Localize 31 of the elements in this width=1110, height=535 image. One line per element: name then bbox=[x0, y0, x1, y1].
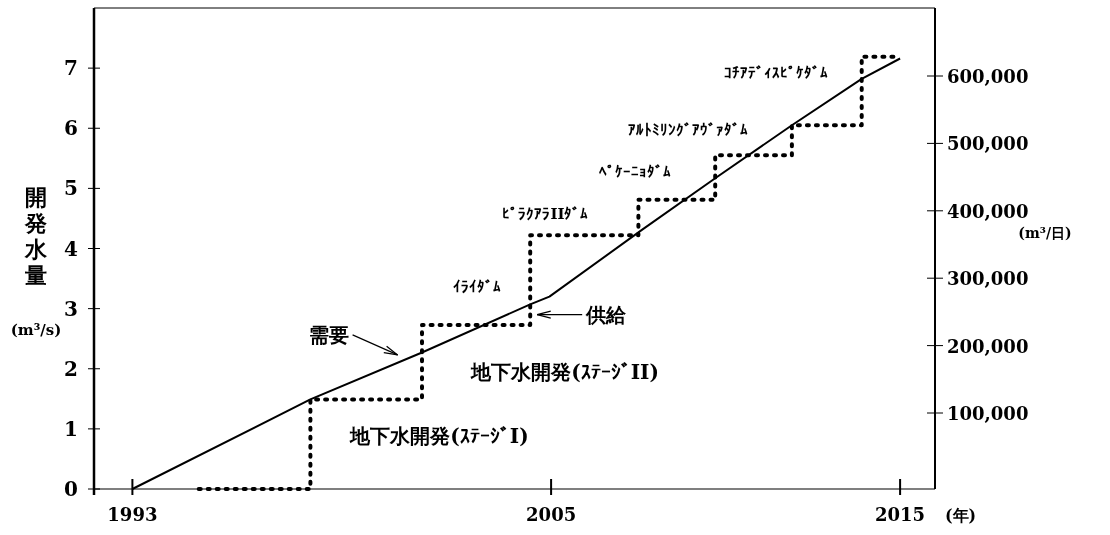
annotation: ﾍﾟｹｰﾆｮﾀﾞﾑ bbox=[599, 163, 672, 182]
y-tick-label: 6 bbox=[64, 116, 78, 141]
x-axis-title: (年) bbox=[945, 506, 977, 525]
annotation: 供給 bbox=[585, 302, 628, 327]
y2-tick-label: 500,000 bbox=[947, 133, 1029, 155]
y2-tick-label: 600,000 bbox=[947, 66, 1029, 87]
y2-tick-label: 100,000 bbox=[947, 402, 1029, 424]
annotation: 供給 bbox=[536, 302, 627, 327]
y-tick-label: 2 bbox=[64, 356, 78, 381]
y-tick-label: 1 bbox=[64, 416, 78, 441]
annotation: 地下水開発(ｽﾃｰｼﾞII) bbox=[471, 359, 659, 384]
y-tick-label: 4 bbox=[64, 236, 79, 261]
y-tick-label: 7 bbox=[64, 56, 78, 81]
x-tick-label: 1993 bbox=[107, 504, 158, 525]
x-tick-label: 2005 bbox=[526, 504, 577, 525]
annotation: ｲﾗｲﾀﾞﾑ bbox=[453, 277, 502, 296]
y2-axis-title: (m³/日) bbox=[1018, 224, 1072, 241]
annotation: ﾋﾟﾗｸｱﾗIIﾀﾞﾑ bbox=[502, 204, 589, 223]
annotation: 地下水開発(ｽﾃｰｼﾞI) bbox=[350, 424, 529, 449]
y-tick-label: 3 bbox=[64, 296, 78, 321]
ylabel: 開発水量(m³/s) bbox=[10, 184, 62, 339]
y2-tick-label: 400,000 bbox=[947, 200, 1029, 222]
annotation: ｺﾁｱﾃﾞｨｽﾋﾟｹﾀﾞﾑ bbox=[723, 64, 828, 83]
y-tick-label: 0 bbox=[64, 477, 78, 501]
annotation: 需要 bbox=[308, 322, 399, 356]
y2-tick-label: 300,000 bbox=[947, 268, 1029, 290]
y2-tick-label: 200,000 bbox=[947, 335, 1029, 357]
annotation: 需要 bbox=[308, 322, 349, 347]
x-tick-label: 2015 bbox=[875, 504, 926, 525]
y-tick-label: 5 bbox=[64, 176, 78, 201]
annotation: ｱﾙﾄﾐﾘﾝｸﾞｱｳﾞｧﾀﾞﾑ bbox=[627, 121, 748, 140]
